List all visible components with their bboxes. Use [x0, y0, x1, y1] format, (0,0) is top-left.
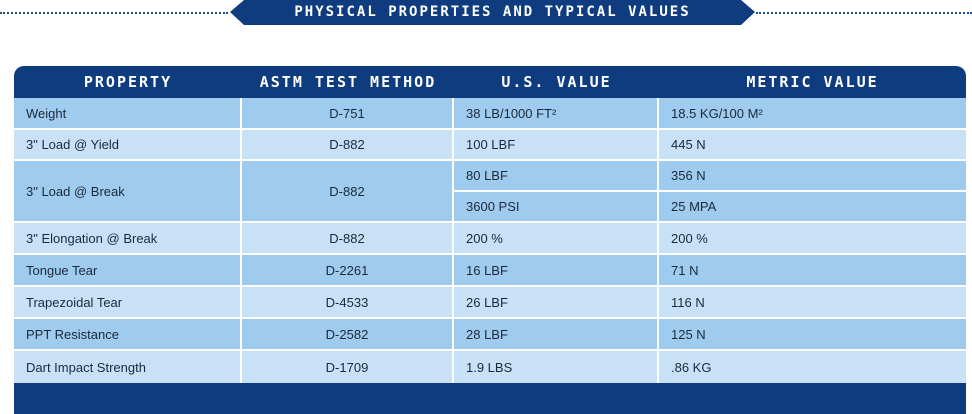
banner-shape [230, 0, 755, 25]
table-cell-us-value: 26 LBF [454, 287, 659, 319]
table-cell-metric-value: 356 N [659, 161, 966, 192]
table-cell-method: D-882 [242, 223, 454, 255]
table-cell-us-value: 3600 PSI [454, 192, 659, 223]
table-cell-us-value: 100 LBF [454, 130, 659, 161]
table-cell-property: Tongue Tear [14, 255, 242, 287]
table-cell-method: D-882 [242, 130, 454, 161]
table-header: PROPERTY ASTM TEST METHOD U.S. VALUE MET… [14, 66, 966, 98]
table-cell-property: 3" Load @ Yield [14, 130, 242, 161]
header-astm-test-method: ASTM TEST METHOD [259, 73, 437, 91]
table-cell-property: 3" Elongation @ Break [14, 223, 242, 255]
table-cell-us-value: 16 LBF [454, 255, 659, 287]
table-cell-property: Weight [14, 98, 242, 130]
table-cell-method: D-882 [242, 161, 454, 223]
table-cell-metric-value: 25 MPA [659, 192, 966, 223]
title-dotted-rule-left [0, 12, 228, 14]
header-property: PROPERTY [83, 73, 173, 91]
table-cell-metric-value: 445 N [659, 130, 966, 161]
table-cell-metric-value: 116 N [659, 287, 966, 319]
table-cell-metric-value: .86 KG [659, 351, 966, 383]
page-title: PHYSICAL PROPERTIES AND TYPICAL VALUES [294, 4, 691, 20]
table-cell-method: D-1709 [242, 351, 454, 383]
table-cell-method: D-2261 [242, 255, 454, 287]
table-cell-us-value: 80 LBF [454, 161, 659, 192]
table-cell-property: 3" Load @ Break [14, 161, 242, 223]
table-cell-us-value: 200 % [454, 223, 659, 255]
table-cell-method: D-751 [242, 98, 454, 130]
table-cell-property: Trapezoidal Tear [14, 287, 242, 319]
table-cell-metric-value: 200 % [659, 223, 966, 255]
table-cell-property: PPT Resistance [14, 319, 242, 351]
table-cell-us-value: 1.9 LBS [454, 351, 659, 383]
table-cell-us-value: 38 LB/1000 FT² [454, 98, 659, 130]
title-dotted-rule-right [756, 12, 972, 14]
table-cell-property: Dart Impact Strength [14, 351, 242, 383]
header-us-value: U.S. VALUE [501, 73, 612, 91]
table-cell-method: D-2582 [242, 319, 454, 351]
table-cell-us-value: 28 LBF [454, 319, 659, 351]
table-footer-band [14, 385, 966, 414]
header-metric-value: METRIC VALUE [746, 73, 879, 91]
table-cell-metric-value: 18.5 KG/100 M² [659, 98, 966, 130]
table-cell-method: D-4533 [242, 287, 454, 319]
table-cell-metric-value: 125 N [659, 319, 966, 351]
properties-table: PROPERTY ASTM TEST METHOD U.S. VALUE MET… [14, 66, 966, 414]
title-banner: PHYSICAL PROPERTIES AND TYPICAL VALUES [230, 0, 755, 25]
table-cell-metric-value: 71 N [659, 255, 966, 287]
